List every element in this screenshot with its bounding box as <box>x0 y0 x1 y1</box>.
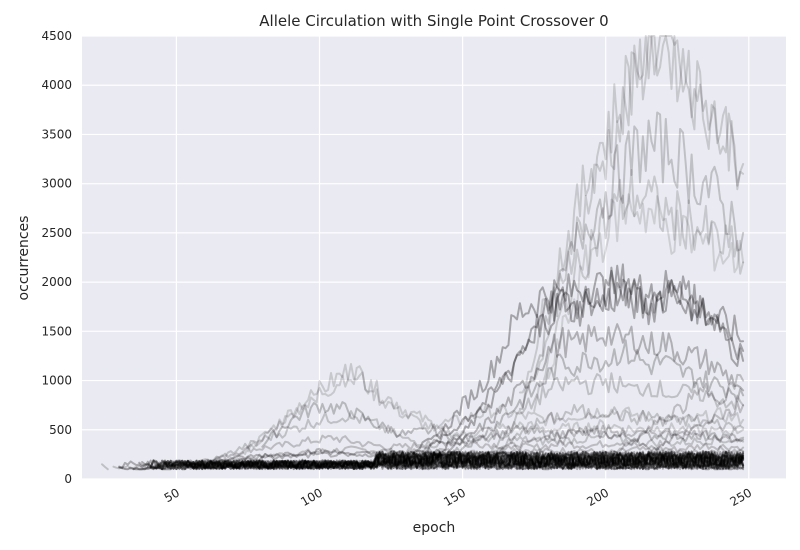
y-tick-label: 4000 <box>41 78 72 92</box>
allele-baseline-line <box>118 450 745 471</box>
allele-baseline-line <box>155 450 745 471</box>
allele-series-line <box>547 193 745 380</box>
allele-baseline-line <box>229 450 745 470</box>
allele-baseline-line <box>201 450 745 471</box>
allele-baseline-line <box>189 450 745 471</box>
plot-area <box>82 36 786 479</box>
chart-title: Allele Circulation with Single Point Cro… <box>259 12 608 30</box>
allele-series-line <box>161 434 745 470</box>
allele-series-line <box>518 35 745 394</box>
allele-series-line <box>112 464 149 471</box>
y-tick-label: 500 <box>49 423 72 437</box>
y-axis-label: occurrences <box>16 216 32 301</box>
allele-baseline-line <box>178 450 745 471</box>
allele-baseline-line <box>184 450 745 470</box>
y-tick-label: 2500 <box>41 226 72 240</box>
allele-series-line <box>604 373 745 464</box>
allele-series-line <box>161 451 745 471</box>
allele-series-line <box>461 424 745 467</box>
allele-series-line <box>261 401 745 448</box>
allele-series-line <box>247 363 745 453</box>
allele-series-line <box>118 463 745 471</box>
allele-baseline-line <box>146 450 745 471</box>
y-tick-labels: 0 500 1000 1500 2000 2500 3000 3500 4000 4500 <box>41 29 72 486</box>
x-tick-labels: 50 100 150 200 250 <box>162 485 755 509</box>
y-tick-label: 3000 <box>41 177 72 191</box>
allele-series-line <box>146 447 745 470</box>
allele-series-line <box>175 445 745 469</box>
allele-series-line <box>490 372 745 453</box>
allele-baseline-line <box>221 450 745 471</box>
y-tick-label: 2000 <box>41 275 72 289</box>
series-lines <box>101 35 745 471</box>
x-tick-label: 250 <box>727 485 754 509</box>
allele-baseline-line <box>186 450 745 471</box>
allele-series-line <box>490 403 745 456</box>
allele-series-line <box>204 410 745 464</box>
x-tick-label: 50 <box>162 485 182 505</box>
allele-series-line <box>101 463 109 471</box>
x-tick-label: 200 <box>584 485 611 509</box>
allele-series-line <box>418 339 745 467</box>
allele-series-line <box>533 169 745 412</box>
allele-series-line <box>404 323 745 470</box>
x-tick-label: 100 <box>298 485 325 509</box>
y-tick-label: 3500 <box>41 127 72 141</box>
allele-baseline-line <box>155 450 745 471</box>
allele-baseline-line <box>186 450 745 471</box>
allele-series-line <box>404 275 745 470</box>
allele-baseline-line <box>149 450 745 471</box>
allele-baseline-line <box>149 450 745 470</box>
allele-baseline-line <box>149 450 745 471</box>
x-axis-label: epoch <box>413 520 456 536</box>
allele-series-line <box>375 263 745 467</box>
allele-baseline-line <box>209 450 745 470</box>
y-tick-label: 0 <box>64 472 72 486</box>
allele-baseline-line <box>141 450 745 471</box>
allele-series-line <box>533 35 745 382</box>
y-tick-label: 1000 <box>41 374 72 388</box>
grid-lines <box>82 35 786 480</box>
allele-baseline-line <box>164 450 745 471</box>
allele-series-line <box>633 401 745 466</box>
allele-series-line <box>232 363 745 460</box>
x-tick-label: 150 <box>441 485 468 509</box>
allele-baseline-line <box>161 450 745 471</box>
allele-baseline-line <box>184 450 745 471</box>
y-tick-label: 1500 <box>41 324 72 338</box>
allele-series-line <box>132 458 745 471</box>
allele-baseline-line <box>138 450 745 471</box>
allele-series-line <box>390 269 745 468</box>
allele-baseline-line <box>152 450 745 470</box>
allele-series-line <box>518 111 745 410</box>
y-tick-label: 4500 <box>41 29 72 43</box>
